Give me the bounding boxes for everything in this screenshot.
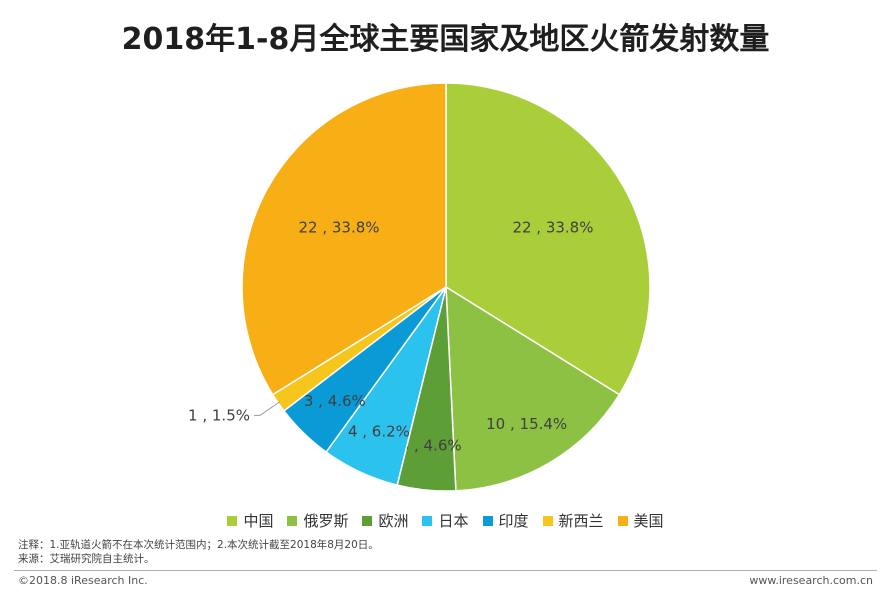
slice-label: 3 , 4.6% xyxy=(304,392,366,410)
website-link[interactable]: www.iresearch.com.cn xyxy=(749,574,873,587)
legend-swatch xyxy=(287,515,298,526)
legend-label: 日本 xyxy=(438,512,469,530)
legend-swatch xyxy=(617,515,628,526)
slice-label: 3 , 4.6% xyxy=(400,436,462,454)
chart-title: 2018年1-8月全球主要国家及地区火箭发射数量 xyxy=(121,22,770,57)
legend-item: 俄罗斯 xyxy=(287,510,348,531)
slice-label: 1 , 1.5% xyxy=(188,406,250,424)
legend-swatch xyxy=(422,515,433,526)
legend-item: 中国 xyxy=(227,510,273,531)
legend-label: 美国 xyxy=(633,512,664,530)
legend-swatch xyxy=(542,515,553,526)
legend-item: 新西兰 xyxy=(542,510,604,531)
slice-label: 10 , 15.4% xyxy=(486,415,567,433)
legend-swatch xyxy=(482,515,493,526)
legend-item: 印度 xyxy=(482,510,529,531)
legend-label: 中国 xyxy=(243,512,274,530)
copyright-text: ©2018.8 iResearch Inc. xyxy=(18,574,148,587)
notes: 注释：1.亚轨道火箭不在本次统计范围内；2.本次统计截至2018年8月20日。 … xyxy=(18,538,379,566)
pie-slice xyxy=(445,285,621,492)
legend-label: 俄罗斯 xyxy=(303,512,349,530)
pie-slice xyxy=(445,82,651,396)
legend-swatch xyxy=(227,515,238,526)
legend-item: 欧洲 xyxy=(362,510,408,531)
slice-label: 22 , 33.8% xyxy=(512,219,593,237)
note-line: 注释：1.亚轨道火箭不在本次统计范围内；2.本次统计截至2018年8月20日。 xyxy=(18,539,379,551)
slice-label: 4 , 6.2% xyxy=(348,422,410,440)
pie-slice xyxy=(241,82,447,396)
legend-label: 欧洲 xyxy=(378,512,409,530)
source-line: 来源：艾瑞研究院自主统计。 xyxy=(18,553,155,565)
slice-leader-line xyxy=(254,401,281,416)
chart-legend: 中国 俄罗斯 欧洲 日本 印度 新西兰 美国 xyxy=(0,510,891,531)
slice-label: 22 , 33.8% xyxy=(299,219,380,237)
footer-divider xyxy=(14,570,877,571)
legend-item: 美国 xyxy=(617,510,664,531)
legend-label: 新西兰 xyxy=(558,512,604,530)
legend-item: 日本 xyxy=(422,510,469,531)
legend-swatch xyxy=(362,515,373,526)
legend-label: 印度 xyxy=(498,512,529,530)
